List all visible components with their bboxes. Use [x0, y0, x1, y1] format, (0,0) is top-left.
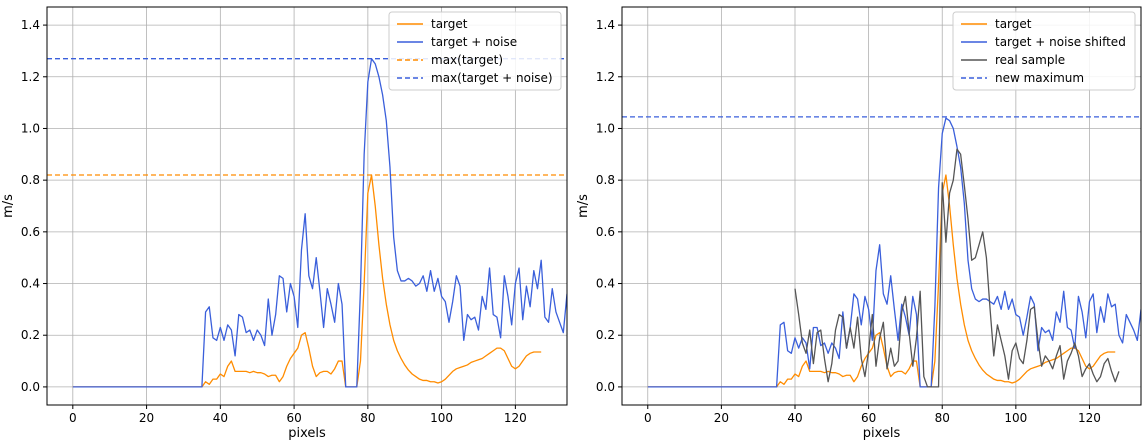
- series-line-1: [647, 174, 1116, 388]
- y-tick-label: 0.8: [596, 173, 615, 187]
- legend-label: new maximum: [995, 71, 1084, 85]
- legend: target target + noise max(target) max(targe…: [388, 11, 562, 91]
- y-tick-label: 0.4: [21, 277, 40, 291]
- y-axis-label: m/s: [576, 194, 591, 218]
- legend-label: target + noise shifted: [995, 35, 1126, 49]
- x-axis-label: pixels: [863, 426, 901, 441]
- x-tick-label: 20: [139, 411, 154, 425]
- legend: target target + noise shifted real sample n…: [952, 11, 1136, 91]
- y-tick-label: 0.4: [596, 277, 615, 291]
- series-line-3: [794, 148, 1120, 388]
- chart-panel-1: 0 20 40 60 80 100 120 0.0 0.2 0.4 0.6 0.8 1.0 1.2 1.4 p…: [1, 6, 568, 441]
- y-tick-label: 1.2: [596, 70, 615, 84]
- y-tick-label: 1.4: [596, 18, 615, 32]
- y-axis-label: m/s: [1, 194, 16, 218]
- x-tick-label: 80: [935, 411, 950, 425]
- legend-box: [388, 11, 562, 91]
- plot-area: [622, 116, 1141, 388]
- y-tick-label: 0.0: [21, 380, 40, 394]
- y-tick-label: 0.2: [596, 328, 615, 342]
- x-tick-label: 60: [286, 411, 301, 425]
- x-tick-label: 0: [69, 411, 77, 425]
- series-line-2: [72, 58, 567, 388]
- y-tick-label: 1.0: [21, 121, 40, 135]
- x-tick-label: 60: [861, 411, 876, 425]
- x-tick-label: 40: [787, 411, 802, 425]
- legend-label: max(target): [431, 53, 503, 67]
- x-tick-label: 40: [213, 411, 228, 425]
- chart-panel-2: 0 20 40 60 80 100 120 0.0 0.2 0.4 0.6 0.8 1.0 1.2 1.4 p…: [576, 6, 1142, 441]
- axes-frame: [621, 6, 1142, 406]
- y-tick-label: 1.0: [596, 121, 615, 135]
- plot-area: [47, 58, 567, 388]
- axes-frame: [46, 6, 568, 406]
- x-tick-label: 120: [1078, 411, 1101, 425]
- x-tick-label: 0: [644, 411, 652, 425]
- y-tick-label: 0.6: [596, 225, 615, 239]
- series-line-1: [72, 174, 542, 388]
- y-tick-label: 0.6: [21, 225, 40, 239]
- x-tick-label: 100: [1004, 411, 1027, 425]
- x-tick-label: 80: [360, 411, 375, 425]
- x-tick-label: 20: [714, 411, 729, 425]
- x-tick-label: 120: [504, 411, 527, 425]
- y-tick-label: 0.8: [21, 173, 40, 187]
- y-tick-label: 1.2: [21, 70, 40, 84]
- legend-label: max(target + noise): [431, 71, 553, 85]
- series-line-2: [647, 117, 1141, 388]
- legend-label: target: [431, 17, 468, 31]
- x-axis-label: pixels: [288, 426, 326, 441]
- y-tick-label: 0.2: [21, 328, 40, 342]
- legend-label: real sample: [995, 53, 1065, 67]
- y-tick-label: 1.4: [21, 18, 40, 32]
- x-tick-label: 100: [430, 411, 453, 425]
- legend-label: target + noise: [431, 35, 517, 49]
- y-tick-label: 0.0: [596, 380, 615, 394]
- legend-label: target: [995, 17, 1032, 31]
- legend-box: [952, 11, 1136, 91]
